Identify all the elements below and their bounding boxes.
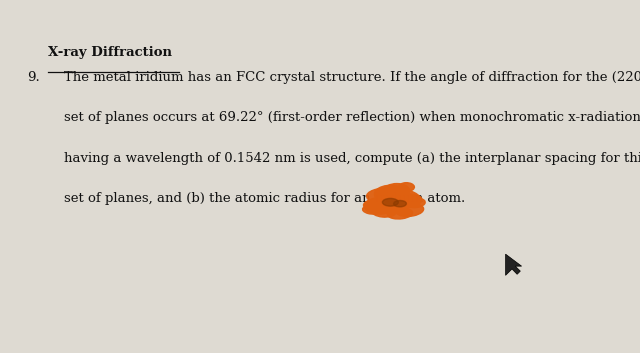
Ellipse shape	[398, 183, 415, 192]
Ellipse shape	[396, 204, 424, 216]
Text: 9.: 9.	[27, 71, 40, 84]
Ellipse shape	[362, 206, 380, 214]
Text: set of planes occurs at 69.22° (first-order reflection) when monochromatic x-rad: set of planes occurs at 69.22° (first-or…	[64, 111, 640, 124]
Text: X-ray Diffraction: X-ray Diffraction	[48, 46, 172, 59]
Ellipse shape	[387, 208, 413, 219]
Ellipse shape	[365, 202, 390, 214]
Ellipse shape	[383, 198, 398, 206]
Ellipse shape	[365, 197, 410, 213]
Ellipse shape	[374, 185, 406, 203]
Text: set of planes, and (b) the atomic radius for an iridium atom.: set of planes, and (b) the atomic radius…	[64, 192, 465, 205]
Polygon shape	[506, 254, 522, 275]
Ellipse shape	[372, 207, 396, 217]
Ellipse shape	[394, 201, 406, 207]
Ellipse shape	[384, 184, 410, 198]
Ellipse shape	[385, 194, 422, 209]
Text: The metal iridium has an FCC crystal structure. If the angle of diffraction for : The metal iridium has an FCC crystal str…	[64, 71, 640, 84]
Text: having a wavelength of 0.1542 nm is used, compute (a) the interplanar spacing fo: having a wavelength of 0.1542 nm is used…	[64, 152, 640, 165]
Ellipse shape	[367, 188, 420, 208]
Ellipse shape	[364, 199, 398, 214]
Ellipse shape	[407, 198, 425, 208]
